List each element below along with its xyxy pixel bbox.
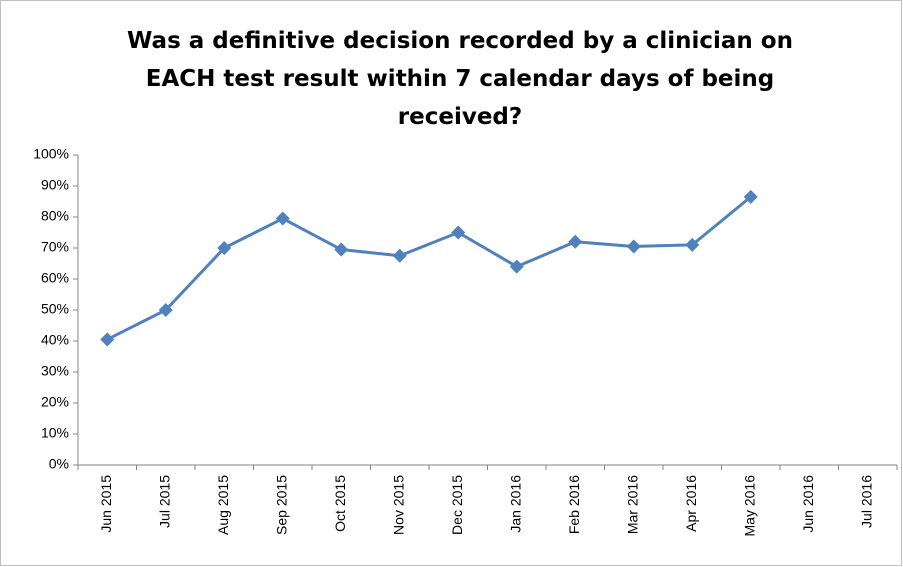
data-point [743, 189, 758, 204]
x-tick-label: Aug 2015 [215, 475, 231, 535]
x-tick-label: Apr 2016 [683, 475, 699, 532]
data-point [568, 234, 583, 249]
data-point [100, 332, 115, 347]
y-tick-label: 40% [41, 332, 69, 348]
data-point [275, 211, 290, 226]
x-tick-label: Nov 2015 [390, 475, 406, 535]
y-tick-label: 10% [41, 425, 69, 441]
y-tick-label: 20% [41, 394, 69, 410]
y-tick-label: 30% [41, 363, 69, 379]
y-tick-label: 80% [41, 208, 69, 224]
data-point [626, 239, 641, 254]
y-tick-label: 60% [41, 270, 69, 286]
y-tick-label: 100% [33, 146, 69, 162]
series-line [106, 195, 752, 341]
data-point [334, 242, 349, 257]
x-tick-label: Mar 2016 [624, 475, 640, 534]
x-tick-label: May 2016 [741, 475, 757, 537]
data-point [392, 248, 407, 263]
x-tick-label: Jul 2016 [858, 475, 874, 528]
y-tick-label: 70% [41, 239, 69, 255]
y-tick-label: 0% [49, 456, 69, 472]
x-tick-label: Jun 2016 [800, 475, 816, 533]
x-tick-label: Oct 2015 [332, 475, 348, 532]
x-tick-label: Dec 2015 [449, 475, 465, 535]
data-point [509, 259, 524, 274]
data-point [451, 225, 466, 240]
chart-title: Was a definitive decision recorded by a … [127, 28, 793, 130]
y-tick-label: 90% [41, 177, 69, 193]
data-point [217, 241, 232, 255]
x-tick-label: Jul 2015 [156, 475, 172, 528]
x-tick-label: Sep 2015 [273, 475, 289, 535]
y-tick-label: 50% [41, 301, 69, 317]
data-point [685, 237, 700, 252]
x-tick-label: Feb 2016 [566, 475, 582, 534]
x-tick-label: Jun 2015 [98, 475, 114, 533]
x-tick-label: Jan 2016 [507, 475, 523, 533]
data-point [158, 303, 173, 317]
